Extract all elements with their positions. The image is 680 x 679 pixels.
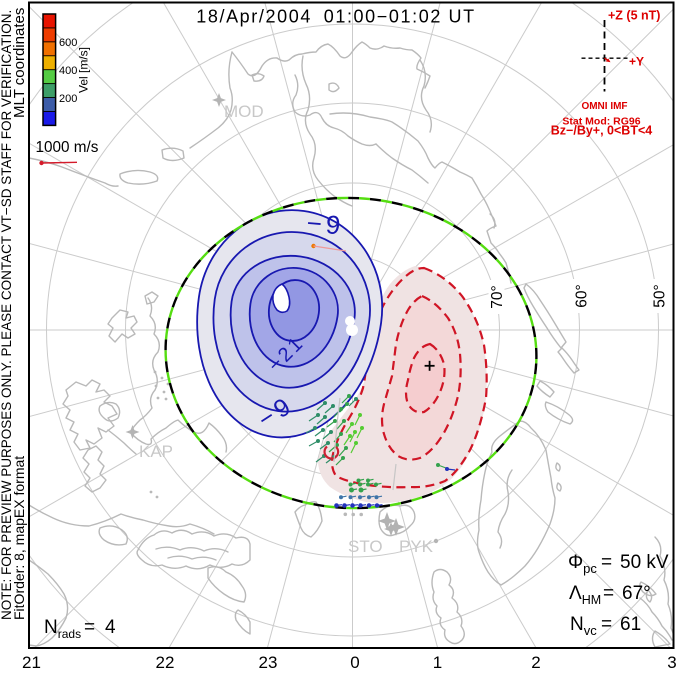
svg-text:1000 m/s: 1000 m/s [36,139,99,156]
svg-text:+Z (5 nT): +Z (5 nT) [608,9,660,23]
svg-text:23: 23 [259,653,278,672]
svg-text:50°: 50° [651,284,668,307]
svg-text:OMNI IMF: OMNI IMF [581,101,627,112]
svg-text:22: 22 [156,653,175,672]
svg-text:3: 3 [667,653,676,672]
svg-text:−9: −9 [305,208,345,241]
svg-text:Vel [m/s]: Vel [m/s] [77,47,91,93]
svg-text:18/Apr/2004 01:00−01:02 UT: 18/Apr/2004 01:00−01:02 UT [196,7,475,27]
svg-text:70°: 70° [489,285,506,308]
svg-text:61: 61 [620,614,641,635]
svg-text:=: = [601,552,612,573]
svg-text:2: 2 [531,653,540,672]
svg-text:400: 400 [59,65,77,77]
svg-text:FitOrder: 8, mapEX format: FitOrder: 8, mapEX format [11,456,27,620]
svg-text:0: 0 [350,653,359,672]
svg-text:=: = [84,617,95,638]
svg-text:4: 4 [105,617,116,638]
svg-text:Bz−/By+, 0<BT<4: Bz−/By+, 0<BT<4 [551,124,652,138]
svg-text:200: 200 [59,93,77,105]
svg-text:MLT coordinates: MLT coordinates [11,8,28,118]
svg-text:60°: 60° [573,284,590,307]
svg-text:PYK: PYK [399,537,434,556]
svg-text:1: 1 [433,653,442,672]
svg-text:+Y: +Y [629,55,644,69]
svg-text:KAP: KAP [139,442,173,461]
svg-text:600: 600 [59,37,77,49]
svg-text:21: 21 [22,653,41,672]
svg-text:67°: 67° [622,583,651,604]
svg-text:=: = [603,583,614,604]
svg-text:50 kV: 50 kV [620,552,669,573]
svg-text:MOD: MOD [224,102,264,121]
svg-text:=: = [601,614,612,635]
svg-text:STO: STO [348,537,383,556]
